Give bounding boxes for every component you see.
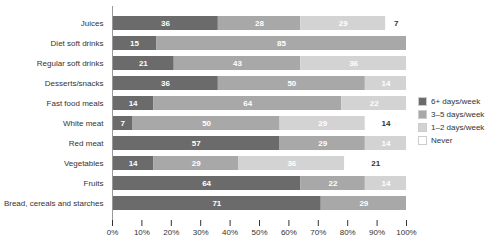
svg-text:14: 14: [129, 99, 138, 108]
svg-text:Regular soft drinks: Regular soft drinks: [37, 59, 104, 68]
svg-text:57: 57: [192, 139, 201, 148]
svg-text:29: 29: [318, 139, 327, 148]
svg-text:64: 64: [243, 99, 252, 108]
svg-text:Fruits: Fruits: [84, 179, 104, 188]
svg-text:90%: 90%: [369, 228, 385, 237]
svg-text:Bread, cereals and starches: Bread, cereals and starches: [4, 199, 104, 208]
svg-text:29: 29: [318, 119, 327, 128]
svg-text:10%: 10%: [134, 228, 150, 237]
svg-text:36: 36: [161, 19, 170, 28]
svg-text:14: 14: [381, 79, 390, 88]
svg-text:14: 14: [381, 119, 390, 128]
svg-text:40%: 40%: [222, 228, 238, 237]
svg-text:Juices: Juices: [81, 19, 104, 28]
svg-text:28: 28: [255, 19, 264, 28]
svg-text:20%: 20%: [163, 228, 179, 237]
svg-text:70%: 70%: [310, 228, 326, 237]
html-text:1–2 days/week: 1–2 days/week: [431, 123, 485, 132]
svg-text:7: 7: [121, 119, 126, 128]
svg-text:29: 29: [192, 159, 201, 168]
svg-text:50%: 50%: [251, 228, 267, 237]
svg-text:Diet soft drinks: Diet soft drinks: [51, 39, 104, 48]
svg-text:71: 71: [212, 199, 221, 208]
html-text:3–5 days/week: 3–5 days/week: [431, 110, 485, 119]
svg-text:14: 14: [129, 159, 138, 168]
svg-text:0%: 0%: [107, 228, 119, 237]
svg-text:29: 29: [339, 19, 348, 28]
svg-text:15: 15: [130, 39, 139, 48]
svg-text:21: 21: [139, 59, 148, 68]
svg-text:36: 36: [349, 59, 358, 68]
svg-text:50: 50: [202, 119, 211, 128]
svg-text:36: 36: [161, 79, 170, 88]
svg-text:22: 22: [329, 179, 338, 188]
svg-text:29: 29: [359, 199, 368, 208]
html-text:Never: Never: [431, 136, 453, 145]
svg-text:30%: 30%: [193, 228, 209, 237]
svg-text:Vegetables: Vegetables: [64, 159, 104, 168]
svg-text:White meat: White meat: [63, 119, 104, 128]
svg-text:14: 14: [381, 139, 390, 148]
svg-text:Desserts/snacks: Desserts/snacks: [45, 79, 104, 88]
svg-text:100%: 100%: [396, 228, 416, 237]
svg-text:85: 85: [277, 39, 286, 48]
svg-text:22: 22: [370, 99, 379, 108]
svg-text:21: 21: [371, 159, 380, 168]
svg-text:7: 7: [394, 19, 399, 28]
svg-text:64: 64: [202, 179, 211, 188]
svg-text:36: 36: [287, 159, 296, 168]
svg-text:Red meat: Red meat: [69, 139, 104, 148]
svg-text:Fast food meals: Fast food meals: [47, 99, 104, 108]
svg-text:14: 14: [381, 179, 390, 188]
html-text:6+ days/week: 6+ days/week: [431, 97, 481, 106]
svg-text:50: 50: [287, 79, 296, 88]
svg-text:80%: 80%: [340, 228, 356, 237]
svg-text:60%: 60%: [281, 228, 297, 237]
svg-text:43: 43: [233, 59, 242, 68]
